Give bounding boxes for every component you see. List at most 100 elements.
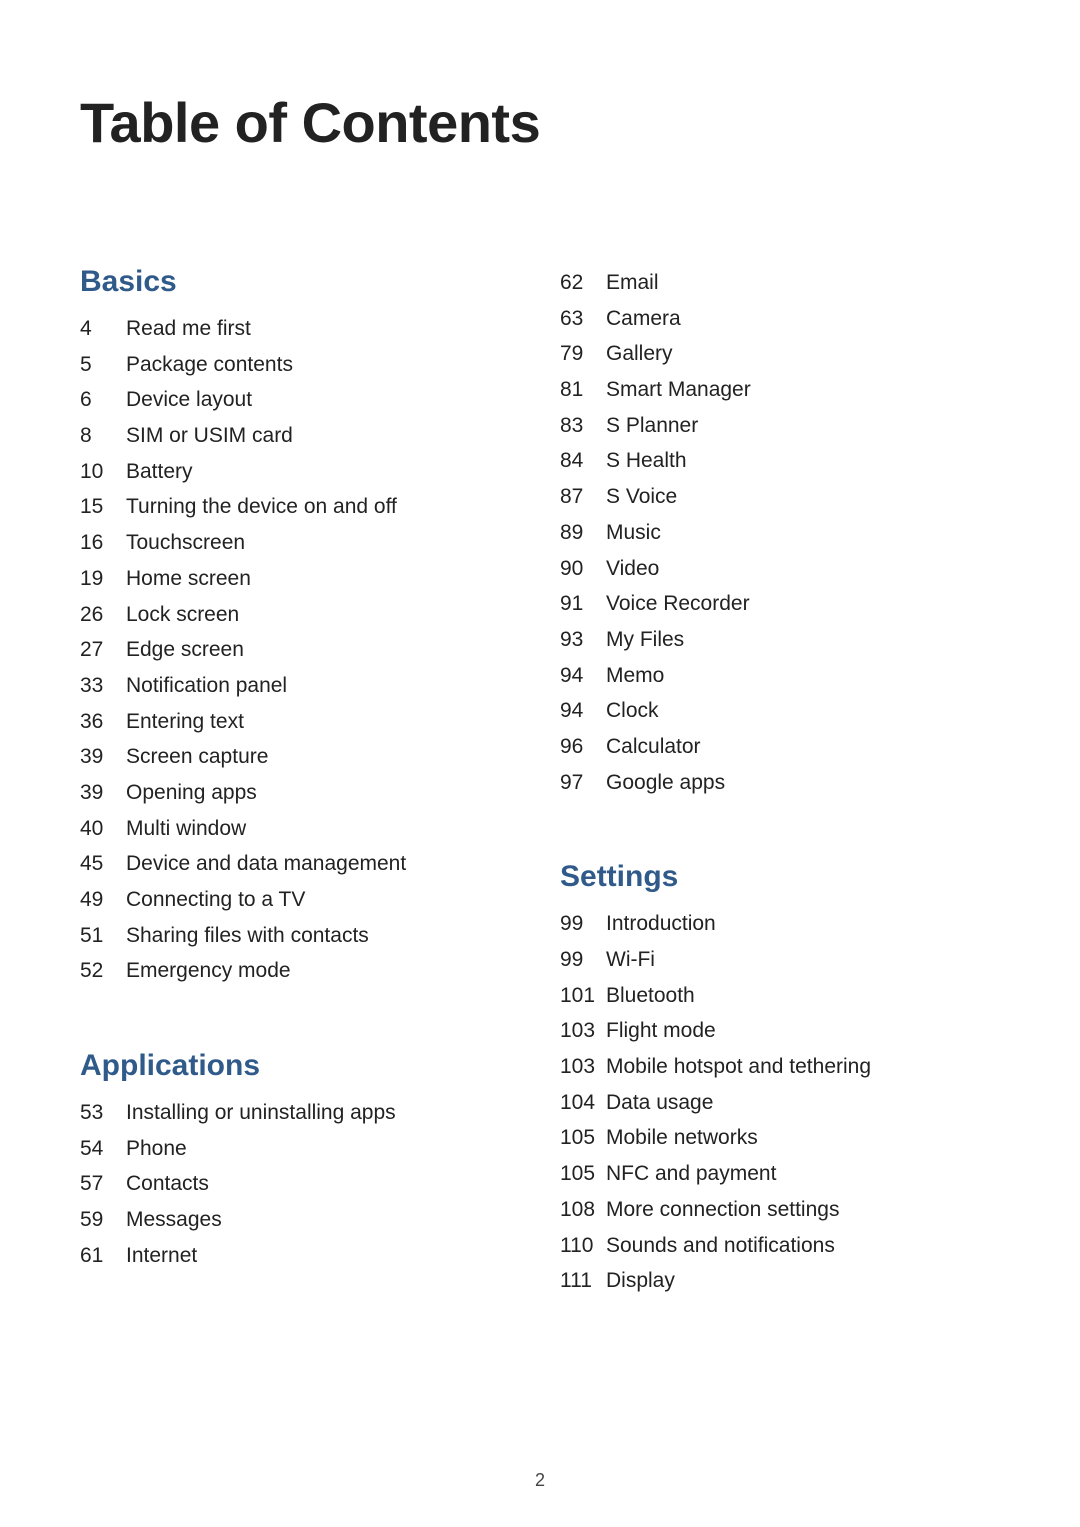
toc-entry-page: 99 [560, 942, 606, 978]
toc-entry[interactable]: 101Bluetooth [560, 978, 1000, 1014]
toc-entry-label: Notification panel [126, 668, 520, 704]
toc-entry[interactable]: 110Sounds and notifications [560, 1228, 1000, 1264]
toc-entry[interactable]: 61Internet [80, 1238, 520, 1274]
toc-entry[interactable]: 53Installing or uninstalling apps [80, 1095, 520, 1131]
toc-entry[interactable]: 59Messages [80, 1202, 520, 1238]
toc-entry-page: 53 [80, 1095, 126, 1131]
toc-entry[interactable]: 19Home screen [80, 561, 520, 597]
toc-entry-label: More connection settings [606, 1192, 1000, 1228]
toc-entry-label: Flight mode [606, 1013, 1000, 1049]
toc-entry[interactable]: 45Device and data management [80, 846, 520, 882]
toc-entry-page: 81 [560, 372, 606, 408]
toc-entry[interactable]: 40Multi window [80, 811, 520, 847]
toc-entry[interactable]: 10Battery [80, 454, 520, 490]
toc-entry[interactable]: 103Flight mode [560, 1013, 1000, 1049]
toc-entry[interactable]: 54Phone [80, 1131, 520, 1167]
toc-entry[interactable]: 81Smart Manager [560, 372, 1000, 408]
toc-entry[interactable]: 87S Voice [560, 479, 1000, 515]
toc-entry-page: 19 [80, 561, 126, 597]
toc-entry-label: Lock screen [126, 597, 520, 633]
toc-entry-page: 97 [560, 765, 606, 801]
toc-entry[interactable]: 62Email [560, 265, 1000, 301]
toc-entry[interactable]: 4Read me first [80, 311, 520, 347]
toc-entry[interactable]: 51Sharing files with contacts [80, 918, 520, 954]
toc-entry-page: 16 [80, 525, 126, 561]
toc-entry[interactable]: 96Calculator [560, 729, 1000, 765]
toc-entry-page: 84 [560, 443, 606, 479]
toc-entry[interactable]: 105Mobile networks [560, 1120, 1000, 1156]
toc-entry[interactable]: 26Lock screen [80, 597, 520, 633]
toc-entry-label: NFC and payment [606, 1156, 1000, 1192]
toc-entry-label: Contacts [126, 1166, 520, 1202]
toc-entry[interactable]: 104Data usage [560, 1085, 1000, 1121]
toc-entry-label: Music [606, 515, 1000, 551]
toc-entry-page: 15 [80, 489, 126, 525]
toc-entry[interactable]: 5Package contents [80, 347, 520, 383]
toc-entry-page: 36 [80, 704, 126, 740]
toc-entry-page: 27 [80, 632, 126, 668]
toc-entry-page: 87 [560, 479, 606, 515]
toc-entry-page: 51 [80, 918, 126, 954]
toc-entry-page: 62 [560, 265, 606, 301]
toc-entry[interactable]: 83S Planner [560, 408, 1000, 444]
toc-entry[interactable]: 94Clock [560, 693, 1000, 729]
toc-entry-page: 90 [560, 551, 606, 587]
toc-entry-label: Package contents [126, 347, 520, 383]
toc-entry-label: Opening apps [126, 775, 520, 811]
toc-entry[interactable]: 49Connecting to a TV [80, 882, 520, 918]
toc-entry-label: Sharing files with contacts [126, 918, 520, 954]
toc-entry-page: 61 [80, 1238, 126, 1274]
toc-entry-label: Touchscreen [126, 525, 520, 561]
toc-entry-page: 96 [560, 729, 606, 765]
toc-column-right: 62Email 63Camera 79Gallery 81Smart Manag… [560, 265, 1000, 1299]
toc-entry[interactable]: 94Memo [560, 658, 1000, 694]
toc-entry[interactable]: 84S Health [560, 443, 1000, 479]
toc-entry[interactable]: 79Gallery [560, 336, 1000, 372]
toc-entry-label: Emergency mode [126, 953, 520, 989]
toc-entry[interactable]: 39Opening apps [80, 775, 520, 811]
section-heading-settings: Settings [560, 860, 1000, 894]
toc-entry[interactable]: 39Screen capture [80, 739, 520, 775]
toc-entry-label: Google apps [606, 765, 1000, 801]
toc-entry[interactable]: 97Google apps [560, 765, 1000, 801]
toc-entry-label: Introduction [606, 906, 1000, 942]
toc-entry[interactable]: 52Emergency mode [80, 953, 520, 989]
toc-entry[interactable]: 15Turning the device on and off [80, 489, 520, 525]
toc-entry[interactable]: 91Voice Recorder [560, 586, 1000, 622]
toc-entry-page: 99 [560, 906, 606, 942]
toc-entry-label: Mobile networks [606, 1120, 1000, 1156]
toc-entry-page: 8 [80, 418, 126, 454]
toc-entry[interactable]: 93My Files [560, 622, 1000, 658]
toc-entry-page: 45 [80, 846, 126, 882]
toc-columns: Basics 4Read me first 5Package contents … [80, 265, 1000, 1299]
toc-entry[interactable]: 111Display [560, 1263, 1000, 1299]
toc-entry[interactable]: 63Camera [560, 301, 1000, 337]
toc-entry[interactable]: 36Entering text [80, 704, 520, 740]
toc-entry[interactable]: 27Edge screen [80, 632, 520, 668]
toc-column-left: Basics 4Read me first 5Package contents … [80, 265, 520, 1299]
section-heading-applications: Applications [80, 1049, 520, 1083]
toc-entry[interactable]: 89Music [560, 515, 1000, 551]
toc-entry-page: 79 [560, 336, 606, 372]
toc-entry[interactable]: 99Introduction [560, 906, 1000, 942]
toc-entry[interactable]: 103Mobile hotspot and tethering [560, 1049, 1000, 1085]
toc-entry-page: 57 [80, 1166, 126, 1202]
toc-entry[interactable]: 16Touchscreen [80, 525, 520, 561]
section-basics: 4Read me first 5Package contents 6Device… [80, 311, 520, 989]
toc-entry[interactable]: 57Contacts [80, 1166, 520, 1202]
toc-entry-page: 33 [80, 668, 126, 704]
toc-entry[interactable]: 105NFC and payment [560, 1156, 1000, 1192]
toc-entry[interactable]: 99Wi-Fi [560, 942, 1000, 978]
toc-entry[interactable]: 108More connection settings [560, 1192, 1000, 1228]
toc-entry-label: Display [606, 1263, 1000, 1299]
toc-entry[interactable]: 6Device layout [80, 382, 520, 418]
toc-entry-page: 93 [560, 622, 606, 658]
toc-entry-label: Clock [606, 693, 1000, 729]
toc-entry[interactable]: 8SIM or USIM card [80, 418, 520, 454]
toc-entry[interactable]: 33Notification panel [80, 668, 520, 704]
toc-entry-label: Home screen [126, 561, 520, 597]
toc-entry[interactable]: 90Video [560, 551, 1000, 587]
toc-entry-label: Smart Manager [606, 372, 1000, 408]
toc-entry-page: 40 [80, 811, 126, 847]
toc-entry-page: 63 [560, 301, 606, 337]
